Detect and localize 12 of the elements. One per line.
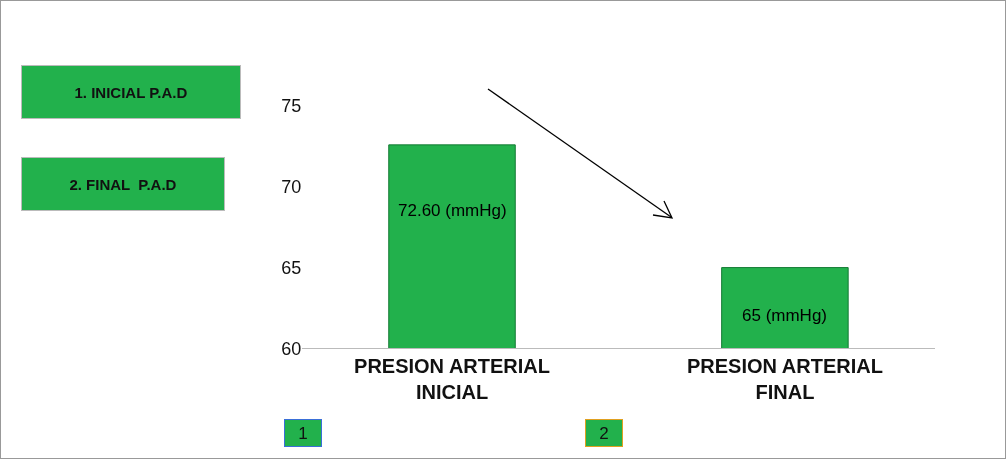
- y-tick-label: 65: [281, 257, 302, 278]
- text: 2. FINAL P.A.D: [69, 175, 177, 193]
- text: 1. INICIAL P.A.D: [74, 83, 188, 101]
- x-tick-label: PRESION ARTERIAL INICIAL: [354, 355, 550, 404]
- x-tick-label: PRESION ARTERIAL FINAL: [686, 355, 883, 404]
- data-label: 65 (mmHg): [742, 306, 828, 325]
- data-label: 72.60 (mmHg): [398, 201, 507, 220]
- y-tick-label: 75: [281, 96, 302, 117]
- y-tick-label: 60: [281, 338, 302, 359]
- text: 2: [599, 423, 609, 443]
- y-tick-label: 70: [281, 177, 302, 198]
- text: 1: [298, 423, 308, 443]
